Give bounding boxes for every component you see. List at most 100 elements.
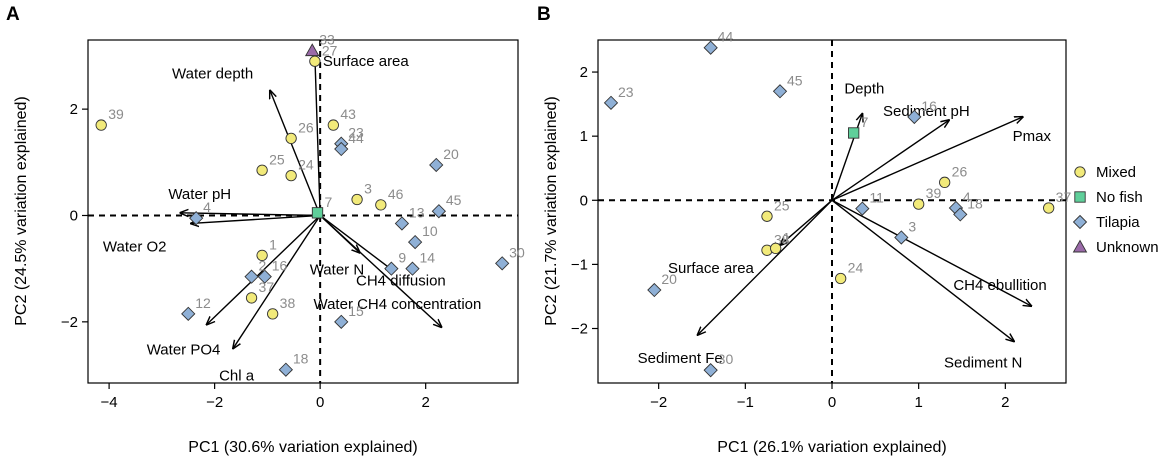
legend-marker-tilapia: [1072, 214, 1088, 230]
loading-arrow: [319, 214, 394, 271]
point-id-label: 4: [203, 199, 211, 215]
point-marker: [334, 314, 349, 329]
loading-arrow: [207, 214, 321, 324]
point-id-label: 7: [861, 114, 869, 130]
loading-pmax: Pmax: [831, 117, 1052, 201]
point-marker: [835, 272, 847, 285]
point-marker: [939, 176, 951, 188]
y-tick-label: −1: [571, 256, 588, 273]
point-marker: [351, 193, 363, 206]
point-marker: [256, 249, 268, 262]
sample-point-39: 39: [913, 185, 942, 210]
loading-water-o2: Water O2: [103, 214, 321, 255]
sample-point-37: 37: [1043, 189, 1072, 214]
point-marker: [334, 141, 349, 157]
sample-point-33: 33: [304, 32, 335, 57]
sample-point-18: 18: [278, 351, 309, 377]
point-id-label: 18: [967, 195, 983, 211]
legend: Mixed No fish Tilapia Unknown: [1072, 164, 1159, 256]
point-marker: [189, 211, 204, 226]
x-axis-label: PC1 (30.6% variation explained): [188, 439, 417, 456]
point-id-label: 3: [364, 181, 372, 197]
loading-chl-a: Chl a: [219, 215, 321, 384]
sample-point-46: 46: [375, 186, 404, 211]
point-id-label: 15: [348, 303, 364, 319]
loading-water-ph: Water pH: [168, 186, 321, 216]
point-marker: [384, 261, 399, 276]
loading-sediment-ph: Sediment pH: [831, 103, 970, 201]
point-marker: [267, 308, 279, 320]
point-marker: [407, 234, 423, 250]
sample-point-3: 3: [894, 218, 916, 245]
loading-arrow: [831, 199, 1031, 306]
legend-symbol: [1072, 214, 1088, 230]
sample-point-26: 26: [939, 163, 967, 188]
y-axis-label: PC2 (21.7% variation explained): [543, 96, 560, 325]
y-axis-label: PC2 (24.5% variation explained): [13, 96, 30, 325]
point-marker: [848, 127, 860, 139]
point-id-label: 39: [926, 185, 942, 201]
panel-a: A −4 −2 0 2 −2 0 2 Surface area Water depth Wate…: [6, 4, 525, 456]
loading-arrow: [180, 213, 321, 216]
x-tick-label: 2: [421, 394, 429, 411]
loading-arrows: Depth Sediment pH Pmax Surface area CH4 ebul…: [638, 81, 1052, 372]
loading-ch4-diffusion: CH4 diffusion: [319, 214, 446, 289]
sample-point-30: 30: [495, 244, 525, 271]
point-marker: [405, 261, 420, 276]
point-id-label: 1: [269, 236, 277, 252]
point-id-label: 12: [195, 295, 211, 311]
point-marker: [95, 119, 107, 131]
point-marker: [375, 199, 387, 211]
loading-arrow: [315, 56, 321, 216]
y-tick-label: 2: [70, 101, 78, 118]
point-id-label: 37: [1056, 189, 1072, 205]
point-marker: [256, 164, 268, 176]
sample-point-7: 7: [848, 114, 869, 139]
point-marker: [894, 230, 909, 245]
x-tick-label: 0: [828, 394, 836, 411]
sample-point-13: 13: [394, 204, 425, 231]
loading-arrow: [191, 214, 321, 223]
sample-point-23: 23: [603, 84, 634, 110]
loading-sediment-fe: Sediment Fe: [638, 199, 833, 367]
loading-label: Sediment Fe: [638, 350, 723, 367]
x-tick-label: 2: [1001, 394, 1009, 411]
sample-point-24: 24: [835, 259, 863, 285]
legend-marker-unknown: [1072, 239, 1088, 253]
point-id-label: 37: [259, 279, 275, 295]
loading-label: Water pH: [168, 186, 231, 203]
loading-label: Sediment pH: [883, 103, 970, 120]
sample-point-24: 24: [285, 157, 314, 182]
sample-point-2: 2: [244, 258, 267, 284]
point-id-label: 14: [419, 250, 435, 266]
legend-item-unknown: Unknown: [1072, 239, 1159, 256]
sample-point-20: 20: [647, 271, 677, 298]
point-id-label: 3: [908, 218, 916, 234]
point-id-label: 27: [322, 42, 338, 58]
loading-label: Sediment N: [944, 354, 1022, 371]
sample-point-43: 43: [327, 106, 356, 131]
sample-point-20: 20: [429, 146, 459, 173]
sample-point-15: 15: [334, 303, 364, 329]
point-marker: [311, 207, 324, 219]
loading-water-depth: Water depth: [172, 66, 321, 216]
zero-lines: [88, 40, 518, 383]
loading-label: Water N: [310, 262, 364, 279]
point-id-label: 33: [319, 32, 335, 48]
point-marker: [285, 132, 297, 145]
point-marker: [772, 84, 788, 99]
sample-point-14: 14: [405, 250, 435, 276]
panel-label: A: [6, 4, 20, 25]
point-id-label: 9: [398, 250, 406, 266]
loading-surface-area: Surface area: [668, 199, 833, 277]
zero-lines: [598, 40, 1066, 383]
x-tick-label: −2: [650, 394, 667, 411]
sample-point-1: 1: [256, 236, 277, 262]
loading-arrow: [831, 114, 862, 201]
point-marker: [278, 362, 293, 377]
point-marker: [953, 207, 968, 222]
point-marker: [855, 201, 870, 216]
sample-point-25: 25: [256, 151, 285, 176]
y-tick-label: 2: [580, 64, 588, 81]
sample-point-11: 11: [855, 190, 884, 216]
